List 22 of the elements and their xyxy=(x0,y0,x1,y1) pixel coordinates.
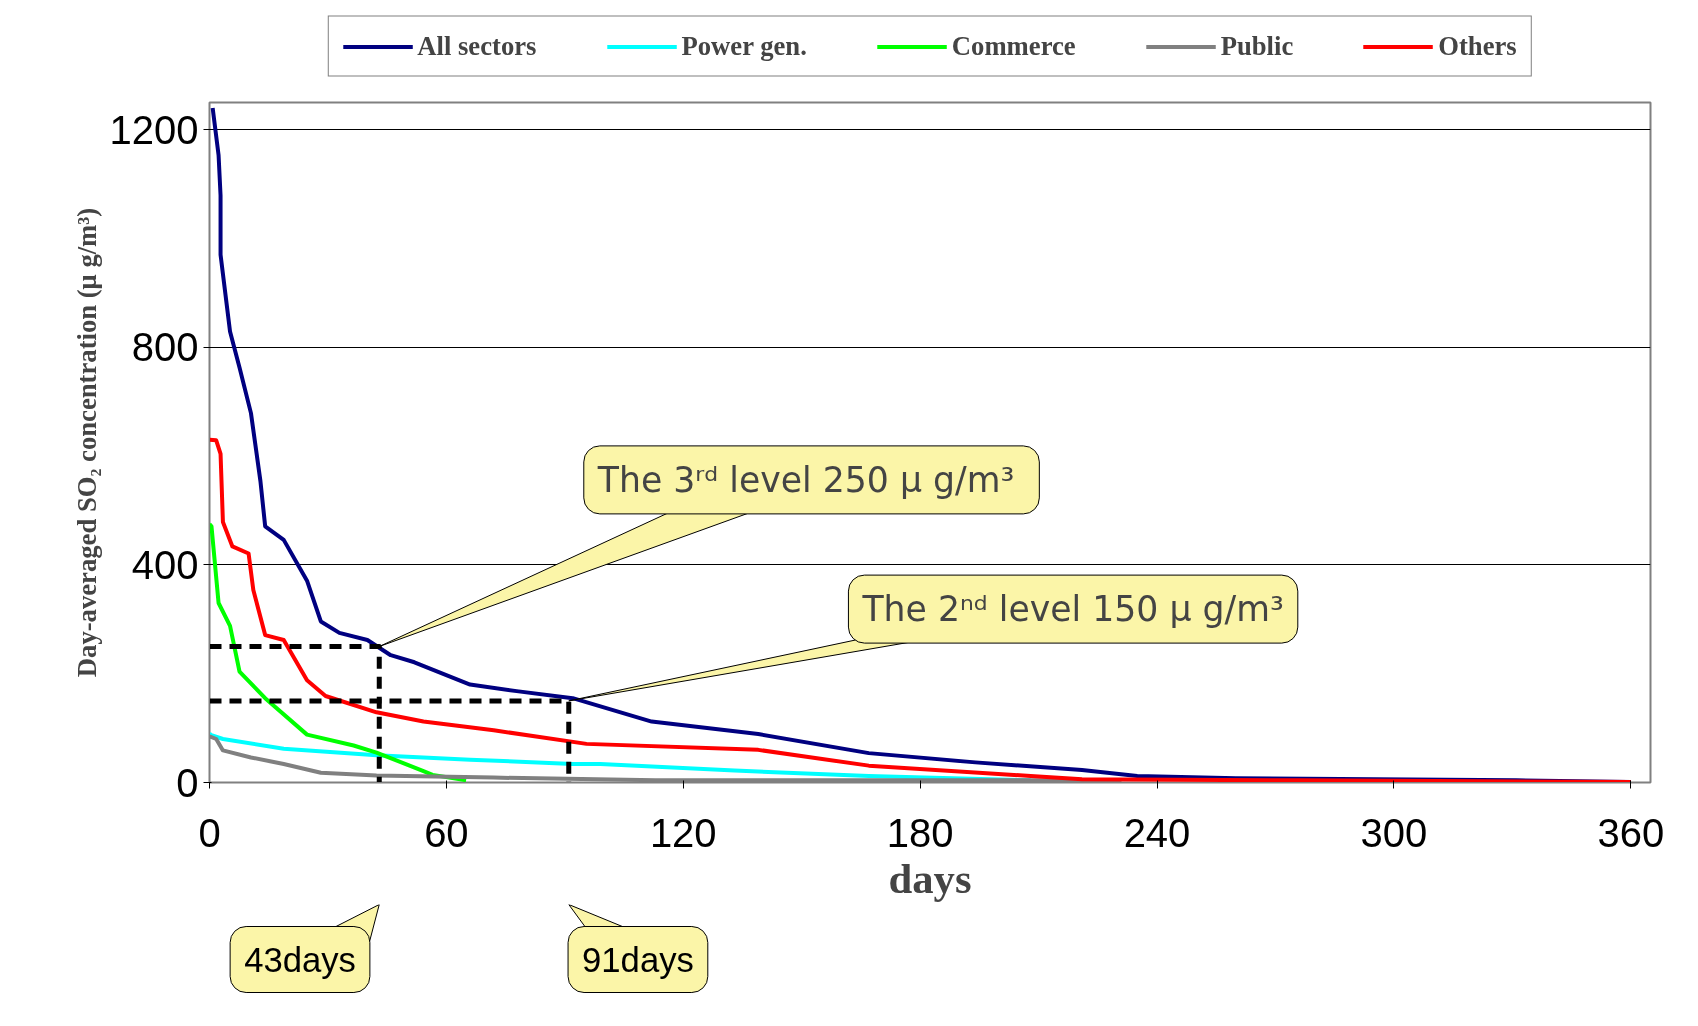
line-series xyxy=(209,522,469,783)
x-axis-title: days xyxy=(888,854,972,902)
text: 91days xyxy=(582,940,694,979)
x-tick-label: 240 xyxy=(1123,810,1191,855)
y-axis-title: Day-averaged SO₂ concentration (μ g/m³) xyxy=(71,207,102,678)
x-tick-label: 180 xyxy=(886,810,954,855)
legend-label: Power gen. xyxy=(681,30,807,62)
legend-label: Others xyxy=(1438,30,1517,62)
y-tick-label: 1200 xyxy=(109,107,199,152)
annotation: The 2ⁿᵈ level 150 μ g/m³ xyxy=(861,589,1284,630)
y-tick-label: 400 xyxy=(131,542,199,587)
legend-label: Public xyxy=(1220,30,1294,62)
y-tick-label: 800 xyxy=(131,325,199,370)
annotation: The 3ʳᵈ level 250 μ g/m³ xyxy=(596,459,1015,500)
legend-label: All sectors xyxy=(417,30,537,62)
x-tick-label: 300 xyxy=(1360,810,1428,855)
y-tick-label: 0 xyxy=(176,760,199,805)
line-series xyxy=(209,437,1633,783)
x-tick-label: 360 xyxy=(1597,810,1665,855)
x-tick-label: 120 xyxy=(649,810,717,855)
legend-label: Commerce xyxy=(951,30,1076,62)
x-tick-label: 60 xyxy=(424,810,469,855)
